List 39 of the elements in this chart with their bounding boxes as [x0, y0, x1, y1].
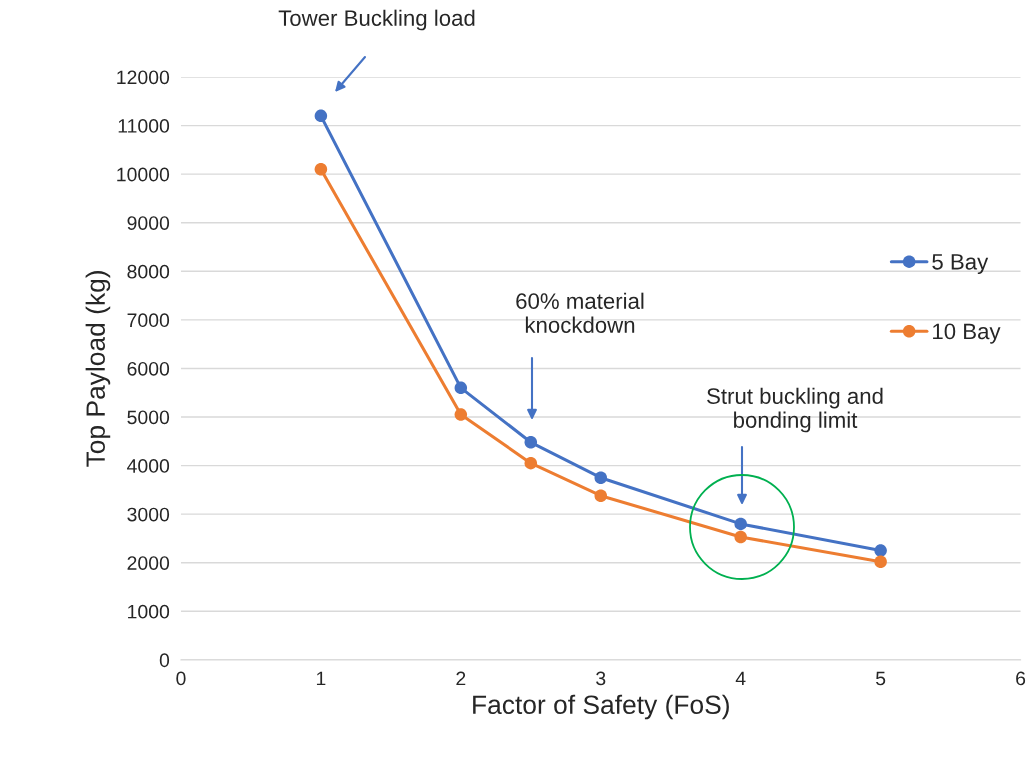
- y-tick-label: 3000: [127, 507, 170, 522]
- legend-label: 10 Bay: [933, 323, 1001, 344]
- point: [734, 530, 747, 544]
- x-tick-label: 3: [596, 671, 606, 686]
- annotation: Strut buckling and bonding limit: [707, 387, 883, 433]
- y-tick-label: 2000: [127, 556, 170, 570]
- y-tick-label: 6000: [127, 361, 170, 376]
- y-tick-label: 12000: [117, 70, 170, 85]
- point: [314, 163, 328, 176]
- y-tick-label: 4000: [127, 459, 170, 473]
- point: [454, 381, 468, 395]
- x-tick-label: 6: [1016, 671, 1026, 686]
- point: [524, 436, 538, 449]
- point: [734, 517, 747, 531]
- y-tick-label: 5000: [127, 410, 170, 425]
- y-tick-label: 1000: [128, 604, 170, 619]
- text: Tower Buckling load: [278, 9, 475, 31]
- y-tick-label: 11000: [118, 119, 170, 133]
- x-tick-label: 4: [735, 671, 746, 686]
- point: [524, 456, 538, 470]
- y-tick-label: 8000: [127, 264, 170, 279]
- point: [874, 544, 887, 557]
- y-tick-label: 9000: [127, 216, 170, 230]
- point: [594, 489, 607, 502]
- y-tick-label: 7000: [127, 313, 170, 328]
- y-tick-label: 0: [159, 653, 170, 668]
- y-tick-label: 10000: [117, 167, 170, 182]
- x-axis-title: Factor of Safety (FoS): [473, 694, 729, 720]
- x-tick-label: 0: [176, 671, 186, 686]
- x-tick-label: 5: [875, 671, 886, 686]
- y-axis-title: Top Payload (kg): [85, 271, 111, 467]
- annotation: 60% material knockdown: [516, 292, 644, 333]
- x-tick-label: 1: [316, 671, 326, 686]
- legend-label: 5 Bay: [932, 254, 989, 275]
- point: [594, 471, 607, 484]
- point: [874, 555, 887, 569]
- x-tick-label: 2: [456, 671, 466, 686]
- point: [454, 408, 468, 421]
- point: [314, 109, 328, 123]
